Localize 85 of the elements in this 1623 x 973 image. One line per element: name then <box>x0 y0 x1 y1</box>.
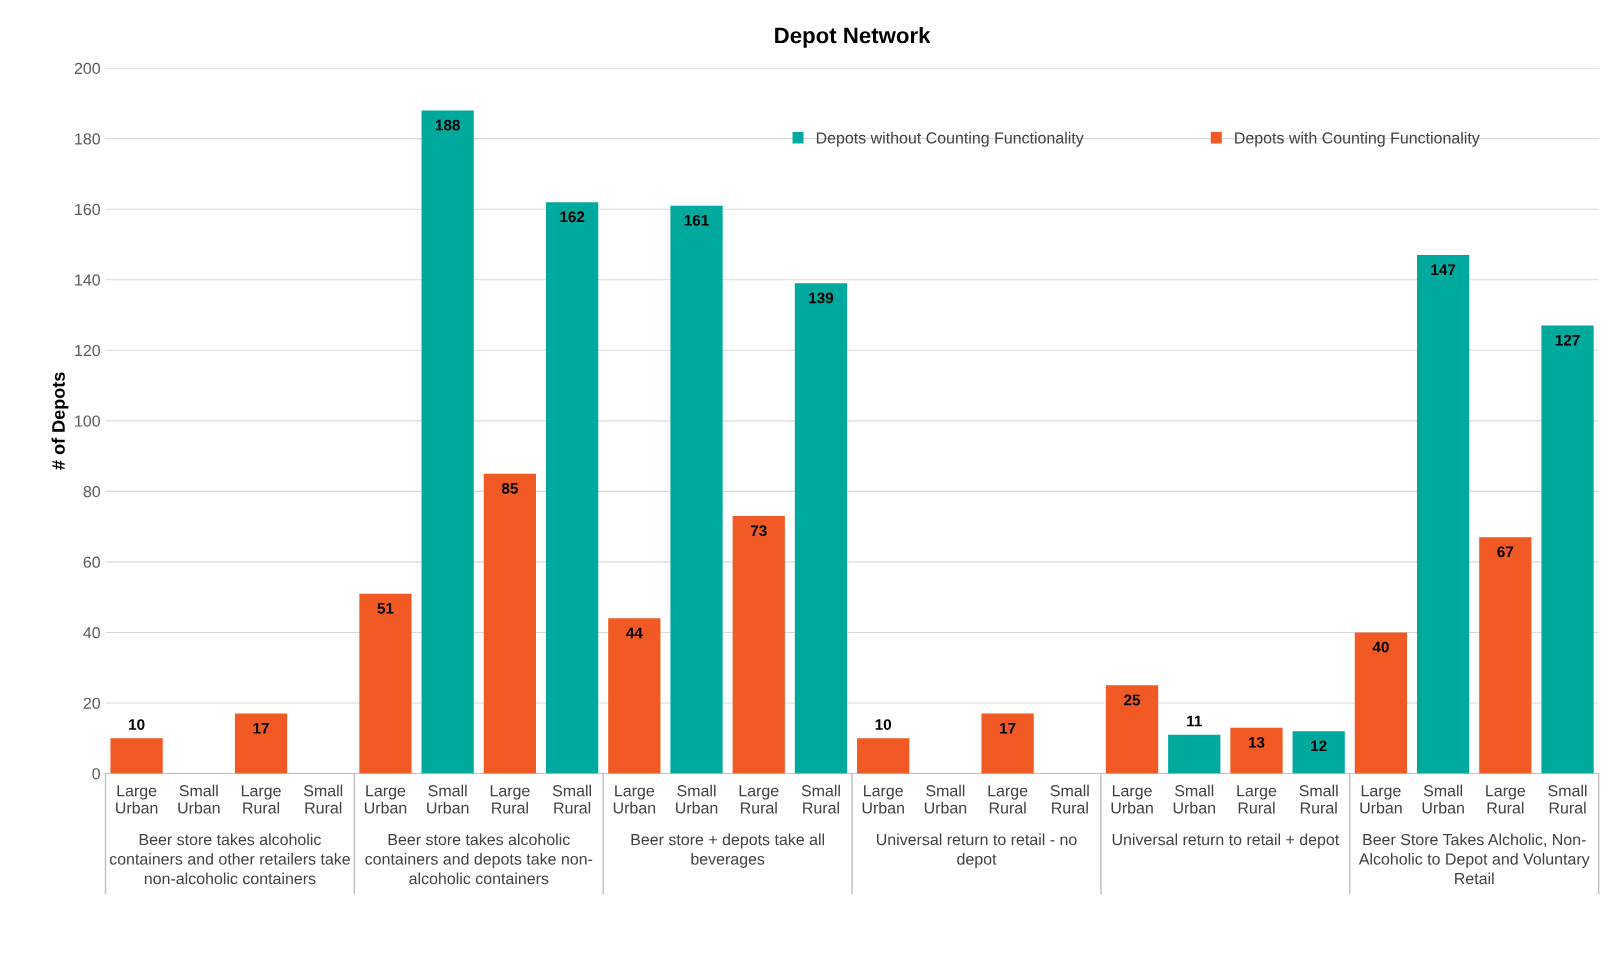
y-tick-label: 80 <box>83 486 101 498</box>
x-tick-label: Small Urban <box>676 784 718 814</box>
x-tick-label: Large Rural <box>490 785 530 814</box>
x-tick-label: Small Rural <box>552 784 592 814</box>
data-label: 17 <box>253 722 269 734</box>
x-tick-label: Large Urban <box>862 785 904 814</box>
legend-label: Depots without Counting Functionality <box>816 131 1084 147</box>
y-axis-title: # of Depots <box>51 372 69 470</box>
data-label: 85 <box>501 482 518 494</box>
data-label: 188 <box>435 119 460 131</box>
bar <box>234 713 288 774</box>
x-tick-label: Large Urban <box>613 785 656 814</box>
bar <box>794 283 848 774</box>
data-label: 13 <box>1248 736 1265 748</box>
y-tick-label: 120 <box>75 344 101 357</box>
data-label: 67 <box>1497 546 1514 558</box>
x-tick-label: Large Urban <box>1360 785 1402 814</box>
x-tick-label: Large Rural <box>1486 785 1526 814</box>
data-label: 147 <box>1431 264 1456 275</box>
x-tick-label: Large Rural <box>739 785 779 814</box>
bar <box>1541 325 1594 774</box>
data-label: 11 <box>1187 715 1202 727</box>
y-tick-label: 60 <box>83 556 101 568</box>
data-label: 17 <box>1000 722 1016 734</box>
x-tick-label: Large Urban <box>1111 785 1153 814</box>
data-label: 161 <box>684 214 709 226</box>
bar <box>483 473 537 774</box>
x-tick-label: Small Urban <box>924 784 967 814</box>
bar <box>1292 731 1345 774</box>
data-label: 44 <box>626 627 643 639</box>
data-label: 10 <box>875 719 892 730</box>
bar <box>545 202 599 774</box>
x-tick-label: Small Rural <box>1548 784 1587 814</box>
y-tick-label: 100 <box>75 415 101 427</box>
data-label: 12 <box>1311 740 1327 752</box>
x-tick-label: Large Rural <box>988 785 1028 814</box>
y-tick-label: 200 <box>74 62 101 75</box>
y-tick-label: 160 <box>75 203 101 216</box>
data-label: 10 <box>129 719 145 730</box>
y-tick-label: 40 <box>83 627 101 639</box>
data-label: 127 <box>1555 334 1580 346</box>
x-tick-label: Small Rural <box>304 784 343 814</box>
data-label: 162 <box>560 211 585 223</box>
data-label: 40 <box>1372 641 1389 653</box>
bar <box>1479 537 1532 774</box>
bar <box>732 516 785 774</box>
y-tick-label: 20 <box>83 697 101 709</box>
x-tick-label: Large Urban <box>116 785 158 814</box>
bar <box>421 110 474 774</box>
x-tick-label: Large Rural <box>241 785 281 814</box>
bar <box>1105 685 1159 774</box>
data-label: 73 <box>750 525 767 537</box>
data-label: 51 <box>377 603 394 614</box>
bar <box>1354 632 1408 774</box>
x-tick-label: Large Rural <box>1237 785 1277 814</box>
x-tick-label: Small Urban <box>427 784 469 814</box>
bar <box>608 618 661 774</box>
bar <box>1230 727 1283 774</box>
y-tick-label: 140 <box>75 274 101 286</box>
x-tick-label: Small Urban <box>178 784 220 814</box>
chart-title: Depot Network <box>775 27 931 48</box>
text: Universal return to retail - no depot <box>876 833 1077 868</box>
text: Beer store takes alcoholic containers and other retailers take non-alcoholic containers <box>109 833 350 885</box>
x-tick-label: Small Urban <box>1173 784 1215 814</box>
x-tick-label: Small Rural <box>1050 784 1089 814</box>
bar <box>670 205 723 774</box>
data-label: 25 <box>1124 694 1141 706</box>
y-tick-label: 180 <box>75 133 101 145</box>
data-label: 139 <box>809 292 834 304</box>
text: Universal return to retail + depot <box>1112 833 1340 849</box>
x-tick-label: Small Rural <box>801 784 840 814</box>
x-tick-label: Small Rural <box>1299 784 1338 814</box>
text: Beer store + depots take all beverages <box>631 833 825 868</box>
bar <box>1168 734 1221 774</box>
bar <box>359 593 412 774</box>
y-tick-label: 0 <box>92 768 101 780</box>
legend-label: Depots with Counting Functionality <box>1235 131 1480 147</box>
text: Beer store takes alcoholic containers and depots take non- alcoholic containers <box>365 833 593 885</box>
bar <box>1416 255 1470 774</box>
text: Beer Store Takes Alcholic, Non- Alcoholic to Depot and Voluntary Retail <box>1358 833 1590 885</box>
bar <box>110 738 163 774</box>
x-tick-label: Large Urban <box>364 785 407 814</box>
bar <box>981 713 1034 774</box>
x-tick-label: Small Urban <box>1422 784 1464 814</box>
bar <box>857 738 910 774</box>
